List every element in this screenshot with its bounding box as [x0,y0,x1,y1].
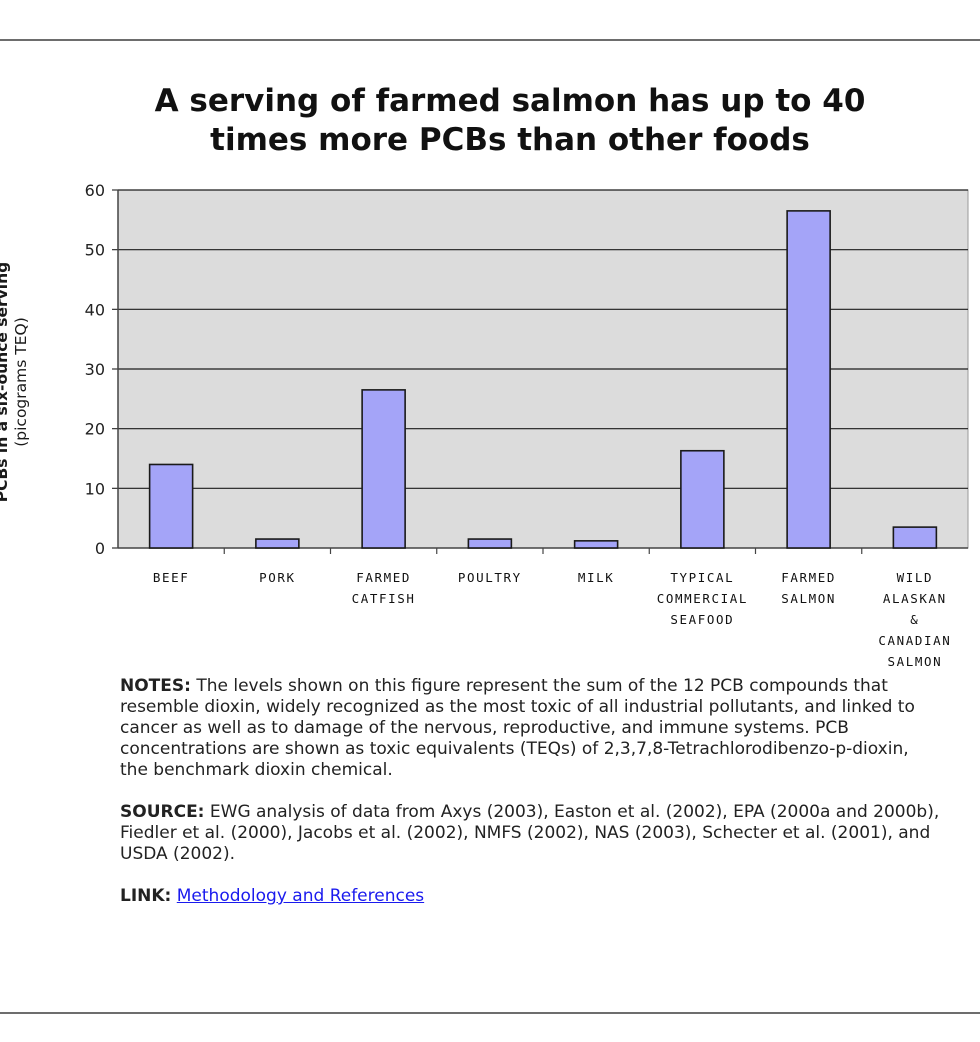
top-divider [0,39,980,41]
x-tick-label: MILK [578,570,615,585]
bottom-divider [0,1012,980,1014]
x-tick-label-line: CATFISH [352,591,416,606]
x-tick-label-line: WILD [897,570,934,585]
x-tick-label: FARMED CATFISH [352,570,416,606]
x-tick-label-line: BEEF [153,570,190,585]
bar [573,540,619,549]
x-tick-label: WILD ALASKAN & CANADIAN SALMON [878,570,951,669]
x-tick-label-line: FARMED [356,570,411,585]
x-tick-label-line: FARMED [781,570,836,585]
x-tick-label-line: PORK [259,570,296,585]
chart-title-line-1: A serving of farmed salmon has up to 40 [154,83,866,119]
x-tick-label-line: TYPICAL [670,570,734,585]
y-tick-label: 60 [85,181,105,200]
bar [892,526,938,549]
bar [361,389,406,549]
x-tick-label: FARMED SALMON [781,570,836,606]
x-tick-label: TYPICAL COMMERCIAL SEAFOOD [657,570,748,627]
bar [255,538,300,549]
y-tick-label: 50 [85,241,105,260]
y-tick-label: 20 [85,420,105,439]
x-tick-label-line: COMMERCIAL [657,591,748,606]
chart-title-line-2: times more PCBs than other foods [210,122,810,158]
bar [467,538,513,549]
x-tick-label-line: SALMON [887,654,942,669]
source-text: EWG analysis of data from Axys (2003), E… [120,802,940,864]
x-tick-label: PORK [259,570,296,585]
y-tick-label: 40 [85,300,105,319]
bar [148,463,194,549]
source-label: SOURCE: [120,802,205,822]
bar [786,210,831,549]
link-paragraph: LINK: Methodology and References [120,886,940,907]
x-tick-label-line: ALASKAN [883,591,947,606]
chart-title: A serving of farmed salmon has up to 40 … [60,82,960,160]
notes-paragraph: NOTES: The levels shown on this figure r… [120,676,940,781]
x-tick-label-line: POULTRY [458,570,522,585]
y-tick-label: 0 [95,539,105,558]
y-tick-label: 10 [85,479,105,498]
x-tick-label-line: SALMON [781,591,836,606]
bar [680,449,725,549]
y-tick-label: 30 [85,360,105,379]
x-tick-label-line: SEAFOOD [670,612,734,627]
notes-section: NOTES: The levels shown on this figure r… [120,676,940,928]
source-paragraph: SOURCE: EWG analysis of data from Axys (… [120,802,940,865]
x-tick-label-line: CANADIAN [878,633,951,648]
bar-chart: 0 10 20 30 40 50 60 BEEF PORK FARMED CATFISH POULTR… [85,181,969,669]
x-tick-label: POULTRY [458,570,522,585]
x-tick-label-line: MILK [578,570,615,585]
methodology-link[interactable]: Methodology and References [176,886,425,906]
notes-text: The levels shown on this figure represen… [120,676,915,780]
x-tick-label-line: & [910,612,919,627]
x-tick-label: BEEF [153,570,190,585]
notes-label: NOTES: [120,676,191,696]
link-label: LINK: [120,886,172,906]
